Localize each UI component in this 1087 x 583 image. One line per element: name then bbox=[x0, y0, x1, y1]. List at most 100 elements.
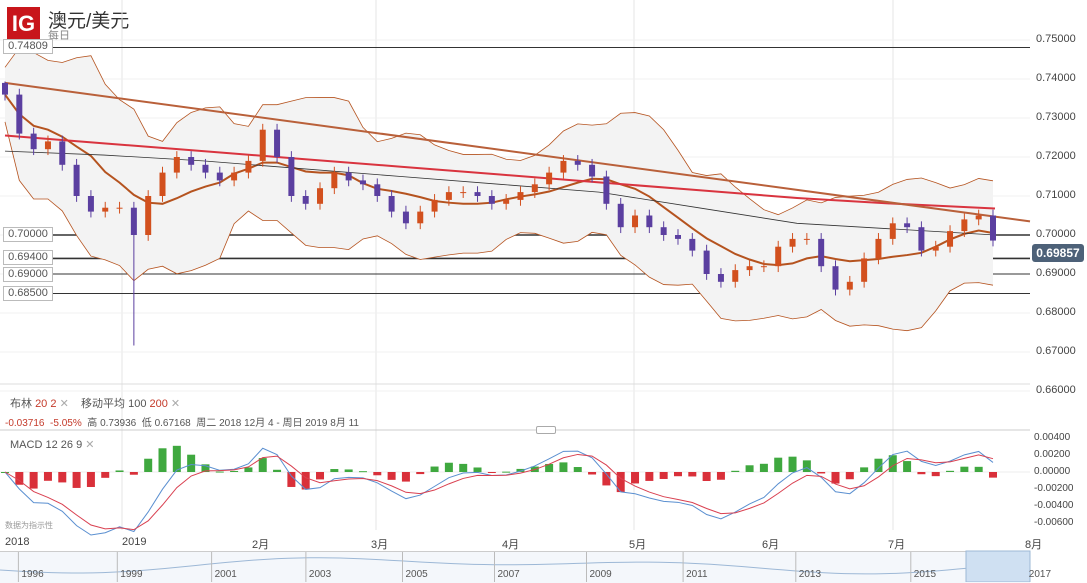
macd-histogram-bar bbox=[230, 470, 239, 472]
price-axis-label: 0.71000 bbox=[1036, 189, 1076, 201]
remove-bb-icon[interactable]: ✕ bbox=[59, 398, 69, 410]
candle-body bbox=[231, 172, 238, 181]
navigator-series bbox=[0, 557, 1031, 575]
period-label[interactable]: 每日 bbox=[48, 30, 70, 42]
macd-histogram-bar bbox=[802, 460, 811, 472]
candle-body bbox=[947, 231, 954, 247]
candle-body bbox=[875, 238, 882, 259]
price-axis-label: 0.68000 bbox=[1036, 306, 1076, 318]
macd-histogram-bar bbox=[903, 461, 912, 472]
time-axis-label: 2018 bbox=[5, 536, 30, 548]
macd-histogram-bar bbox=[788, 456, 797, 472]
macd-histogram-bar bbox=[645, 472, 654, 481]
macd-histogram-bar bbox=[373, 472, 382, 476]
macd-histogram-bar bbox=[86, 472, 95, 488]
candle-body bbox=[589, 164, 596, 177]
candle-body bbox=[317, 188, 324, 204]
macd-histogram-bar bbox=[946, 470, 955, 472]
candle-body bbox=[689, 238, 696, 251]
macd-histogram-bar bbox=[43, 472, 52, 481]
navigator-year-label: 2017 bbox=[1028, 569, 1052, 580]
candle-body bbox=[159, 172, 166, 196]
macd-histogram-bar bbox=[287, 472, 296, 487]
macd-histogram-bar bbox=[688, 472, 697, 477]
change-value: -0.03716 bbox=[5, 418, 45, 429]
change-percent: -5.05% bbox=[50, 418, 82, 429]
macd-histogram-bar bbox=[444, 462, 453, 472]
navigator-window bbox=[965, 550, 1031, 582]
macd-histogram-bar bbox=[989, 472, 997, 478]
macd-histogram-bar bbox=[602, 472, 611, 486]
candle-body bbox=[789, 238, 796, 247]
time-axis-label: 2019 bbox=[122, 536, 147, 548]
macd-histogram-bar bbox=[358, 471, 367, 473]
candle-body bbox=[431, 199, 438, 212]
candle-body bbox=[932, 246, 939, 251]
candle-body bbox=[302, 196, 309, 204]
pane-resize-handle[interactable] bbox=[536, 426, 556, 434]
candle-body bbox=[603, 176, 610, 204]
candle-body bbox=[202, 164, 209, 173]
ma-period-2: 200 bbox=[149, 398, 168, 410]
candle-body bbox=[44, 141, 51, 150]
price-axis-label: 0.67000 bbox=[1036, 345, 1076, 357]
candle-body bbox=[145, 196, 152, 235]
macd-legend: MACD 12 26 9 ✕ bbox=[10, 438, 94, 451]
candle-body bbox=[775, 246, 782, 267]
macd-histogram-bar bbox=[244, 467, 253, 472]
candle-body bbox=[245, 160, 252, 173]
macd-histogram-bar bbox=[516, 468, 525, 472]
macd-label: MACD bbox=[10, 439, 43, 451]
candle-body bbox=[102, 207, 109, 212]
candle-body bbox=[803, 238, 810, 240]
ma100-line bbox=[4, 150, 996, 236]
price-axis-label: 0.75000 bbox=[1036, 33, 1076, 45]
candle-body bbox=[632, 215, 639, 228]
candle-body bbox=[703, 250, 710, 274]
ma-period-1: 100 bbox=[128, 398, 147, 410]
current-price-badge: 0.69857 bbox=[1032, 244, 1084, 262]
candle-body bbox=[846, 281, 853, 290]
low-value: 0.67168 bbox=[154, 418, 191, 429]
candle-body bbox=[503, 199, 510, 204]
candle-body bbox=[760, 266, 767, 268]
macd-histogram-bar bbox=[430, 466, 439, 472]
macd-histogram-bar bbox=[831, 472, 840, 484]
candle-body bbox=[990, 215, 996, 241]
macd-histogram-bar bbox=[702, 472, 711, 482]
candle-body bbox=[746, 266, 753, 271]
candle-body bbox=[961, 219, 968, 232]
level-label: 0.68500 bbox=[3, 286, 53, 301]
level-label: 0.69000 bbox=[3, 267, 53, 282]
time-axis-label: 3月 bbox=[371, 539, 389, 551]
remove-ma-icon[interactable]: ✕ bbox=[170, 398, 181, 410]
candle-body bbox=[359, 180, 366, 185]
high-value: 0.73936 bbox=[100, 418, 137, 429]
bb-stddev: 2 bbox=[50, 398, 57, 410]
indicative-note: 数据为指示性 bbox=[5, 521, 53, 530]
macd-histogram-bar bbox=[817, 472, 826, 474]
candle-body bbox=[2, 82, 8, 95]
macd-histogram-bar bbox=[559, 462, 568, 472]
price-axis-label: 0.69000 bbox=[1036, 267, 1076, 279]
macd-axis-label: 0.00200 bbox=[1034, 449, 1071, 460]
macd-histogram-bar bbox=[316, 472, 325, 480]
candle-body bbox=[474, 192, 481, 196]
candle-body bbox=[732, 270, 739, 282]
time-axis-label: 4月 bbox=[502, 539, 520, 551]
candle-body bbox=[517, 192, 524, 200]
candle-body bbox=[717, 274, 724, 282]
macd-histogram-bar bbox=[616, 472, 625, 493]
navigator[interactable] bbox=[0, 551, 1030, 583]
macd-histogram-bar bbox=[201, 464, 210, 472]
candle-body bbox=[130, 207, 137, 235]
candle-body bbox=[861, 258, 868, 282]
candle-body bbox=[374, 184, 381, 196]
candle-body bbox=[216, 172, 223, 181]
bollinger-lower bbox=[4, 121, 994, 332]
macd-histogram-bar bbox=[416, 472, 425, 475]
remove-macd-icon[interactable]: ✕ bbox=[85, 439, 95, 451]
candle-body bbox=[646, 215, 653, 228]
bollinger-middle bbox=[4, 94, 994, 267]
